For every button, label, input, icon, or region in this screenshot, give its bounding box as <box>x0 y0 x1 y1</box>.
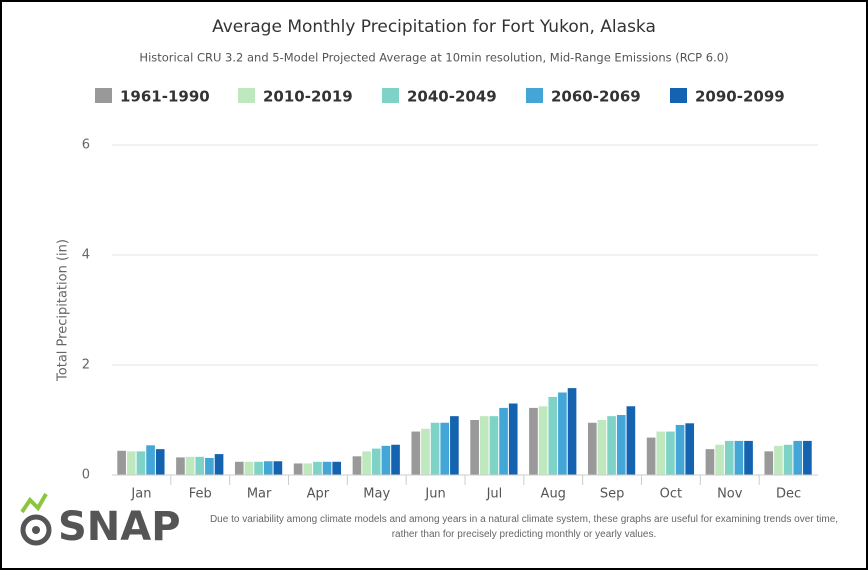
legend-label: 2040-2049 <box>407 88 497 106</box>
y-tick-label: 6 <box>82 138 90 153</box>
bar <box>666 431 675 475</box>
logo-text: SNAP <box>58 504 181 550</box>
snap-logo: SNAP <box>20 493 181 550</box>
bar <box>764 451 774 475</box>
bar <box>263 461 273 475</box>
bar <box>529 407 538 475</box>
bar <box>508 403 518 475</box>
bar <box>548 396 558 475</box>
y-tick-label: 4 <box>82 248 90 263</box>
bar <box>234 461 244 475</box>
x-tick-label: Mar <box>247 487 272 502</box>
x-tick-label: Nov <box>717 487 743 502</box>
legend-label: 1961-1990 <box>120 88 210 106</box>
footnote: Due to variability among climate models … <box>209 514 839 540</box>
bar <box>322 461 332 475</box>
chart-title: Average Monthly Precipitation for Fort Y… <box>212 17 656 37</box>
bar <box>774 445 783 475</box>
bar <box>538 406 548 475</box>
bar <box>587 422 597 475</box>
bar <box>214 454 224 475</box>
bar <box>479 416 489 475</box>
x-tick-label: Feb <box>189 487 212 502</box>
bar <box>744 440 753 475</box>
y-tick-label: 2 <box>82 358 90 373</box>
bar <box>470 420 479 475</box>
bar <box>254 461 263 475</box>
legend-label: 2060-2069 <box>551 88 641 106</box>
x-tick-label: May <box>363 487 390 502</box>
y-axis-label: Total Precipitation (in) <box>56 239 71 382</box>
x-tick-label: Dec <box>776 487 801 502</box>
bar <box>734 440 744 475</box>
bar <box>313 461 322 475</box>
y-tick-label: 0 <box>82 468 90 483</box>
legend-swatch <box>526 88 543 103</box>
bar <box>499 407 508 475</box>
bar <box>411 431 421 475</box>
bar <box>440 422 450 475</box>
bar <box>362 451 371 475</box>
bar <box>381 445 391 475</box>
legend-label: 2010-2019 <box>263 88 353 106</box>
bar <box>421 428 430 475</box>
legend-label: 2090-2099 <box>695 88 785 106</box>
bar <box>607 416 616 475</box>
bar <box>793 440 803 475</box>
bar <box>371 448 381 475</box>
bar <box>646 437 656 475</box>
x-tick-label: Jun <box>424 487 445 502</box>
bar <box>303 463 313 475</box>
bar <box>391 444 400 475</box>
bar <box>155 449 165 475</box>
bar <box>724 440 734 475</box>
x-tick-label: Aug <box>541 487 566 502</box>
bar <box>126 451 136 475</box>
x-tick-label: Apr <box>307 487 330 502</box>
bar <box>244 461 254 475</box>
x-tick-label: Sep <box>600 487 625 502</box>
bar <box>567 388 577 475</box>
bar <box>352 456 362 475</box>
x-tick-label: Jan <box>130 487 151 502</box>
bar <box>273 461 283 475</box>
bar <box>558 392 567 475</box>
bar <box>205 457 214 475</box>
bar <box>626 406 636 475</box>
bar <box>117 450 126 475</box>
logo-ring <box>20 514 52 546</box>
bar <box>616 415 626 475</box>
bar <box>705 449 715 475</box>
bar <box>195 456 205 475</box>
bar <box>136 451 146 475</box>
bar <box>489 416 499 475</box>
x-tick-label: Oct <box>660 487 682 502</box>
bar <box>430 422 440 475</box>
bar <box>293 463 303 475</box>
logo-mark <box>20 493 48 514</box>
bar <box>450 416 459 475</box>
legend-swatch <box>95 88 112 103</box>
legend-swatch <box>382 88 399 103</box>
bar <box>803 440 812 475</box>
bar <box>146 445 155 475</box>
bar <box>715 444 724 475</box>
bar <box>185 456 195 475</box>
bar <box>783 444 793 475</box>
bar <box>656 431 666 475</box>
bar <box>176 457 185 475</box>
bar <box>332 461 342 475</box>
x-tick-label: Jul <box>486 487 503 502</box>
legend-swatch <box>238 88 255 103</box>
chart-subtitle: Historical CRU 3.2 and 5-Model Projected… <box>139 51 728 65</box>
bar <box>675 424 685 475</box>
legend-swatch <box>670 88 687 103</box>
bar <box>685 423 695 475</box>
bar <box>597 420 607 475</box>
logo-dot <box>32 526 40 534</box>
